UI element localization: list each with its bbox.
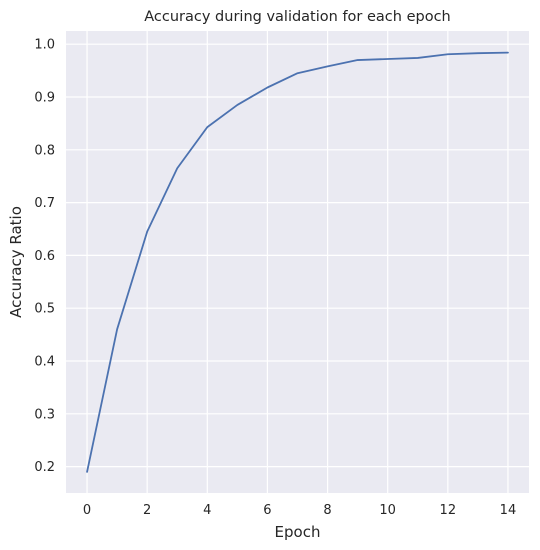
x-tick-label: 14 [500, 503, 517, 518]
x-tick-label: 2 [143, 503, 151, 518]
chart-title: Accuracy during validation for each epoc… [144, 9, 450, 25]
y-tick-label: 1.0 [34, 38, 55, 53]
grid-lines [66, 31, 529, 493]
x-tick-label: 10 [379, 503, 396, 518]
series-layer [86, 51, 509, 473]
x-tick-label: 12 [440, 503, 457, 518]
y-tick-label: 0.9 [34, 91, 55, 106]
y-tick-label: 0.6 [34, 249, 55, 264]
plot-background [66, 31, 529, 493]
y-tick-label: 0.8 [34, 143, 55, 158]
x-axis-label: Epoch [275, 523, 321, 541]
tick-labels: 0 2 4 6 8 10 12 14 0.2 0.3 0.4 0.5 0.6 0.7 0.8 0.9 1.0 [34, 38, 516, 518]
y-tick-label: 0.7 [34, 196, 55, 211]
y-tick-label: 0.2 [34, 460, 55, 475]
y-tick-label: 0.4 [34, 355, 55, 370]
y-tick-label: 0.3 [34, 407, 55, 422]
x-tick-label: 4 [203, 503, 211, 518]
y-tick-label: 0.5 [34, 302, 55, 317]
y-axis-label: Accuracy Ratio [7, 206, 25, 318]
x-tick-label: 6 [263, 503, 271, 518]
x-tick-label: 8 [323, 503, 331, 518]
accuracy-line [86, 51, 509, 473]
x-tick-label: 0 [83, 503, 91, 518]
